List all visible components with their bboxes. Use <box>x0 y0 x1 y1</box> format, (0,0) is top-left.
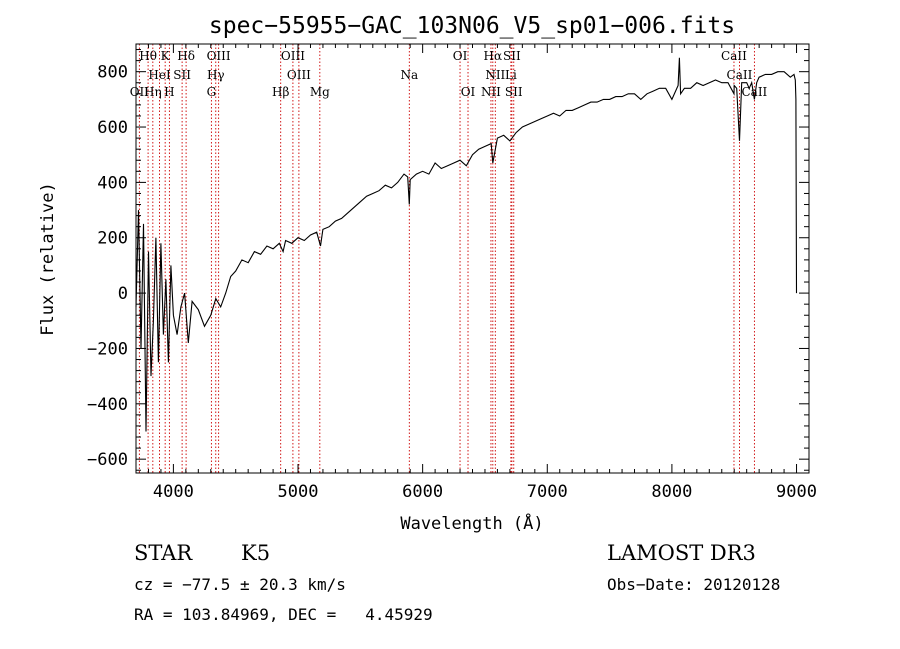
axis-ticks <box>136 44 809 473</box>
spectral-line-label: G <box>207 85 217 99</box>
y-tick-labels: −600 −400 −200 0 200 400 600 800 <box>87 63 128 470</box>
spectral-line-label: Na <box>400 68 418 82</box>
y-tick-label: 400 <box>97 173 128 193</box>
redshift-text: cz = −77.5 ± 20.3 km/s <box>134 575 346 594</box>
x-tick-label: 9000 <box>776 482 817 502</box>
spectral-line-label: Hδ <box>177 49 195 63</box>
spectral-line-label: Hθ <box>139 49 157 63</box>
spectral-line-label: CaII <box>721 49 747 63</box>
x-tick-label: 7000 <box>527 482 568 502</box>
x-axis-label: Wavelength (Å) <box>400 512 543 534</box>
y-tick-label: 800 <box>97 63 128 83</box>
spectral-line-label: K <box>161 49 171 63</box>
spectrum-series-line <box>136 58 797 432</box>
spectral-line-label: Li <box>505 68 517 82</box>
spectral-line-label: HeI <box>148 68 171 82</box>
x-tick-label: 8000 <box>651 482 692 502</box>
spectral-line-label: H <box>164 85 174 99</box>
spectral-line-label: SII <box>173 68 191 82</box>
spectral-line-label: OI <box>453 49 468 63</box>
spectral-line-markers <box>139 44 754 473</box>
y-tick-label: −600 <box>87 450 128 470</box>
spectral-line-label: Mg <box>310 85 330 99</box>
y-axis-label: Flux (relative) <box>38 182 58 336</box>
y-tick-label: 200 <box>97 229 128 249</box>
spectral-line-label: Hγ <box>207 68 225 82</box>
spectral-line-label: OI <box>461 85 476 99</box>
spectrum-chart: spec−55955−GAC_103N06_V5_sp01−006.fits H… <box>0 0 900 649</box>
spectral-line-label: Hη <box>144 85 162 99</box>
plot-frame <box>136 44 809 473</box>
x-tick-label: 4000 <box>153 482 194 502</box>
spectral-line-label: SII <box>505 85 523 99</box>
obs-date-text: Obs−Date: 20120128 <box>607 575 780 594</box>
spectral-line-label: NII <box>481 85 501 99</box>
radec-text: RA = 103.84969, DEC = 4.45929 <box>134 605 433 624</box>
survey-name: LAMOST DR3 <box>607 541 756 565</box>
chart-title: spec−55955−GAC_103N06_V5_sp01−006.fits <box>209 13 735 39</box>
x-tick-labels: 4000 5000 6000 7000 8000 9000 <box>153 482 817 502</box>
spectral-line-label: SII <box>503 49 521 63</box>
y-tick-label: −400 <box>87 395 128 415</box>
object-subclass: K5 <box>241 541 270 565</box>
spectral-line-label: Hα <box>484 49 503 63</box>
spectral-line-label: Hβ <box>272 85 289 99</box>
spectral-line-label: OIII <box>207 49 231 63</box>
spectral-line-label: CaII <box>727 68 753 82</box>
spectral-line-label: NII <box>485 68 505 82</box>
y-tick-label: −200 <box>87 339 128 359</box>
object-class: STAR <box>134 541 193 565</box>
x-tick-label: 5000 <box>278 482 319 502</box>
y-tick-label: 600 <box>97 118 128 138</box>
x-tick-label: 6000 <box>402 482 443 502</box>
spectral-line-label: OIII <box>287 68 311 82</box>
spectral-line-label: OIII <box>281 49 305 63</box>
y-tick-label: 0 <box>118 284 128 304</box>
